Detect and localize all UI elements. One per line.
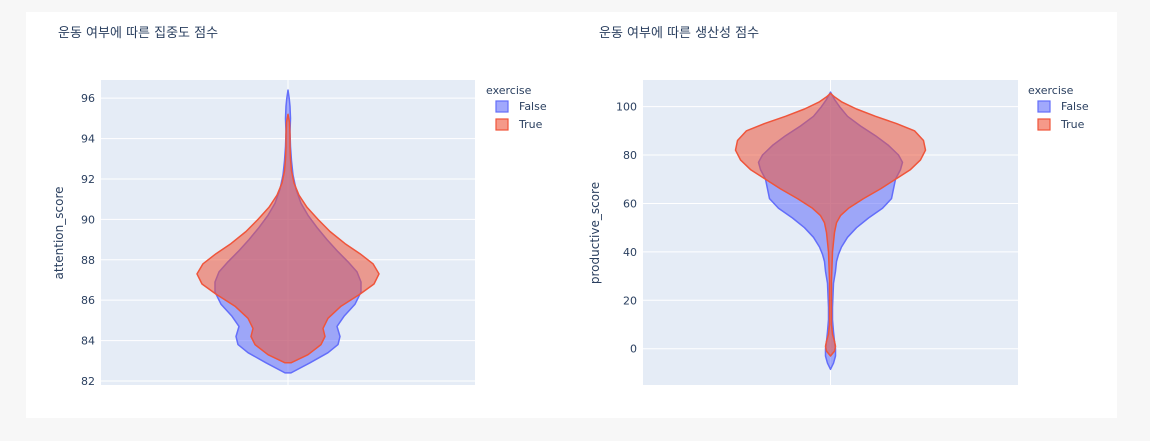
violin-true[interactable] [734,92,927,357]
y-tick-label: 80 [623,149,637,162]
violins [196,89,380,374]
attention-subplot: 운동 여부에 따른 집중도 점수 82 84 86 88 90 92 94 96 attent… [52,26,547,388]
violin-charts: 운동 여부에 따른 집중도 점수 82 84 86 88 90 92 94 96 attent… [52,26,1089,388]
legend: exercise False True [1028,84,1089,131]
y-tick-label: 100 [616,101,637,114]
y-tick-label: 60 [623,197,637,210]
y-tick-label: 94 [81,133,95,146]
legend-title[interactable]: exercise [1028,84,1074,97]
y-tick-label: 82 [81,375,95,388]
chart-title: 운동 여부에 따른 생산성 점수 [599,26,759,41]
y-tick-label: 92 [81,173,95,186]
legend-item-true[interactable]: True [518,118,543,131]
legend-swatch-true[interactable] [495,118,509,131]
legend-item-true[interactable]: True [1060,118,1085,131]
legend-swatch-false[interactable] [495,100,509,113]
figure: 운동 여부에 따른 집중도 점수 82 84 86 88 90 92 94 96 attent… [26,12,1117,418]
legend-item-false[interactable]: False [519,100,547,113]
legend: exercise False True [486,84,547,131]
violin-true[interactable] [196,113,380,364]
y-axis-ticks: 0 20 40 60 80 100 [616,101,637,356]
y-tick-label: 40 [623,246,637,259]
y-tick-label: 0 [630,343,637,356]
y-tick-label: 84 [81,335,95,348]
y-tick-label: 88 [81,254,95,267]
violins [734,91,927,371]
productive-subplot: 운동 여부에 따른 생산성 점수 0 20 40 60 80 100 productive… [588,26,1089,385]
legend-swatch-false[interactable] [1037,100,1051,113]
y-tick-label: 90 [81,213,95,226]
y-tick-label: 86 [81,294,95,307]
legend-title[interactable]: exercise [486,84,532,97]
y-tick-label: 20 [623,294,637,307]
chart-title: 운동 여부에 따른 집중도 점수 [58,26,218,41]
y-axis-ticks: 82 84 86 88 90 92 94 96 [81,92,95,388]
legend-swatch-true[interactable] [1037,118,1051,131]
y-axis-title: productive_score [588,182,602,284]
y-axis-title: attention_score [52,187,66,280]
y-tick-label: 96 [81,92,95,105]
legend-item-false[interactable]: False [1061,100,1089,113]
